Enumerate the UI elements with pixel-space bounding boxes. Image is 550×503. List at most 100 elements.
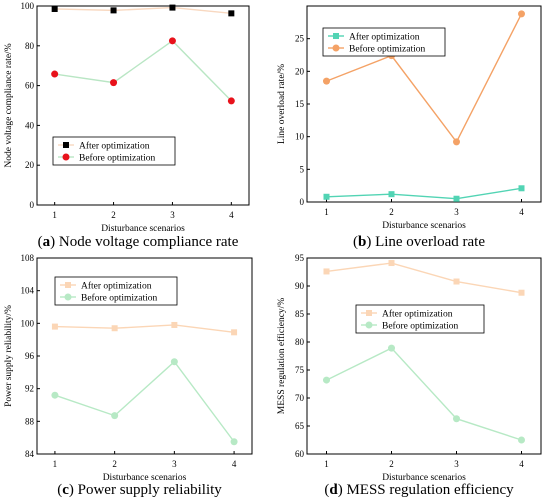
y-tick-label: 80 [295, 337, 305, 347]
chart-panel-c: 1 2 3 4 84 88 92 96 100 104 108 Disturbance scenari… [4, 253, 253, 498]
y-tick-label: 40 [25, 120, 35, 130]
x-tick-label: 2 [389, 459, 394, 469]
caption-title: Line overload rate [375, 234, 485, 250]
x-tick-label: 1 [53, 459, 58, 469]
data-point-series-2 [111, 412, 119, 420]
x-axis-title: Disturbance scenarios [382, 221, 466, 231]
legend-label: Before optimization [81, 293, 157, 304]
y-tick-label: 95 [295, 253, 305, 263]
data-point-series-1 [453, 195, 460, 202]
data-point-series-1 [323, 193, 330, 200]
data-point-series-1 [518, 185, 525, 192]
y-tick-label: 96 [25, 351, 35, 361]
data-point-series-2 [518, 10, 525, 18]
data-point-series-2 [110, 79, 118, 87]
caption-letter: d [329, 482, 338, 498]
caption-paren: ( [324, 482, 329, 498]
data-point-series-2 [453, 415, 460, 423]
caption-title: MESS regulation efficiency [346, 482, 514, 498]
panel-caption: (c) Power supply reliability [57, 482, 222, 498]
data-point-series-2 [170, 358, 178, 366]
caption-paren: ( [38, 234, 43, 250]
panel-caption: (d) MESS regulation efficiency [324, 482, 514, 498]
y-tick-label: 0 [300, 197, 305, 207]
legend-box [54, 276, 178, 306]
caption-paren: ( [57, 482, 62, 498]
data-point-series-1 [51, 5, 58, 12]
x-tick-label: 3 [454, 207, 459, 217]
data-point-series-1 [51, 323, 58, 330]
y-tick-label: 20 [25, 160, 35, 170]
x-tick-label: 1 [52, 210, 57, 220]
data-point-series-1 [171, 321, 178, 328]
legend-label: Before optimization [349, 44, 425, 55]
y-tick-label: 10 [295, 132, 305, 142]
series-line-1 [326, 187, 522, 200]
legend-marker [63, 142, 69, 148]
legend-box [355, 304, 485, 334]
y-tick-label: 84 [25, 449, 35, 459]
caption-paren: ) [69, 482, 78, 498]
series-line-1 [326, 262, 522, 294]
y-axis-title: Node voltage compliance rate/% [4, 43, 14, 167]
x-tick-label: 4 [519, 207, 524, 217]
data-point-series-2 [388, 344, 395, 352]
data-point-series-1 [231, 329, 238, 336]
series-line-2 [326, 347, 522, 441]
data-point-series-2 [51, 70, 59, 78]
legend-box [52, 136, 176, 166]
y-tick-label: 15 [295, 99, 305, 109]
data-point-series-1 [323, 268, 330, 275]
legend-marker [333, 33, 339, 39]
series-line-2 [54, 39, 232, 102]
data-point-series-1 [228, 10, 235, 17]
legend-marker [62, 153, 70, 161]
y-tick-label: 92 [25, 384, 34, 394]
chart-panel-d: 1 2 3 4 60 65 70 75 80 85 90 95 Disturbance scenario… [276, 253, 542, 498]
x-tick-label: 1 [324, 459, 329, 469]
x-tick-label: 1 [324, 207, 329, 217]
x-tick-label: 2 [112, 459, 117, 469]
y-tick-label: 0 [30, 200, 35, 210]
y-tick-label: 108 [21, 253, 35, 263]
caption-title: Power supply reliability [78, 482, 223, 498]
series-line-2 [326, 13, 523, 144]
y-tick-label: 75 [295, 365, 305, 375]
data-point-series-2 [227, 97, 235, 105]
chart-panel-b: 1 2 3 4 0 5 10 15 20 25 Disturbance scenarios Line … [277, 5, 542, 250]
legend-label: After optimization [81, 281, 152, 292]
x-tick-label: 3 [454, 459, 459, 469]
series-line-1 [54, 6, 232, 15]
legend-marker [65, 282, 71, 288]
legend-label: After optimization [382, 309, 453, 320]
plot-frame [36, 5, 250, 206]
legend-label: After optimization [349, 32, 420, 43]
x-tick-label: 4 [232, 459, 237, 469]
caption-paren: ) [338, 482, 347, 498]
y-axis-title: Power supply reliability/% [4, 305, 14, 407]
y-tick-label: 5 [300, 164, 305, 174]
y-tick-label: 70 [295, 393, 305, 403]
y-tick-label: 60 [25, 81, 35, 91]
series-line-1 [54, 324, 235, 334]
plot-frame [306, 257, 542, 455]
legend-label: After optimization [79, 141, 150, 152]
data-point-series-2 [323, 77, 330, 85]
data-point-series-2 [453, 138, 460, 146]
data-point-series-1 [518, 289, 525, 296]
data-point-series-1 [110, 7, 117, 14]
panel-caption: (a) Node voltage compliance rate [38, 234, 239, 250]
data-point-series-2 [168, 37, 176, 45]
data-point-series-1 [111, 325, 118, 332]
caption-letter: c [62, 482, 69, 498]
y-tick-label: 100 [21, 318, 35, 328]
data-point-series-2 [518, 436, 525, 444]
caption-title: Node voltage compliance rate [59, 234, 239, 250]
y-tick-label: 85 [295, 309, 305, 319]
data-point-series-2 [51, 391, 59, 399]
x-axis-title: Disturbance scenarios [101, 224, 185, 234]
